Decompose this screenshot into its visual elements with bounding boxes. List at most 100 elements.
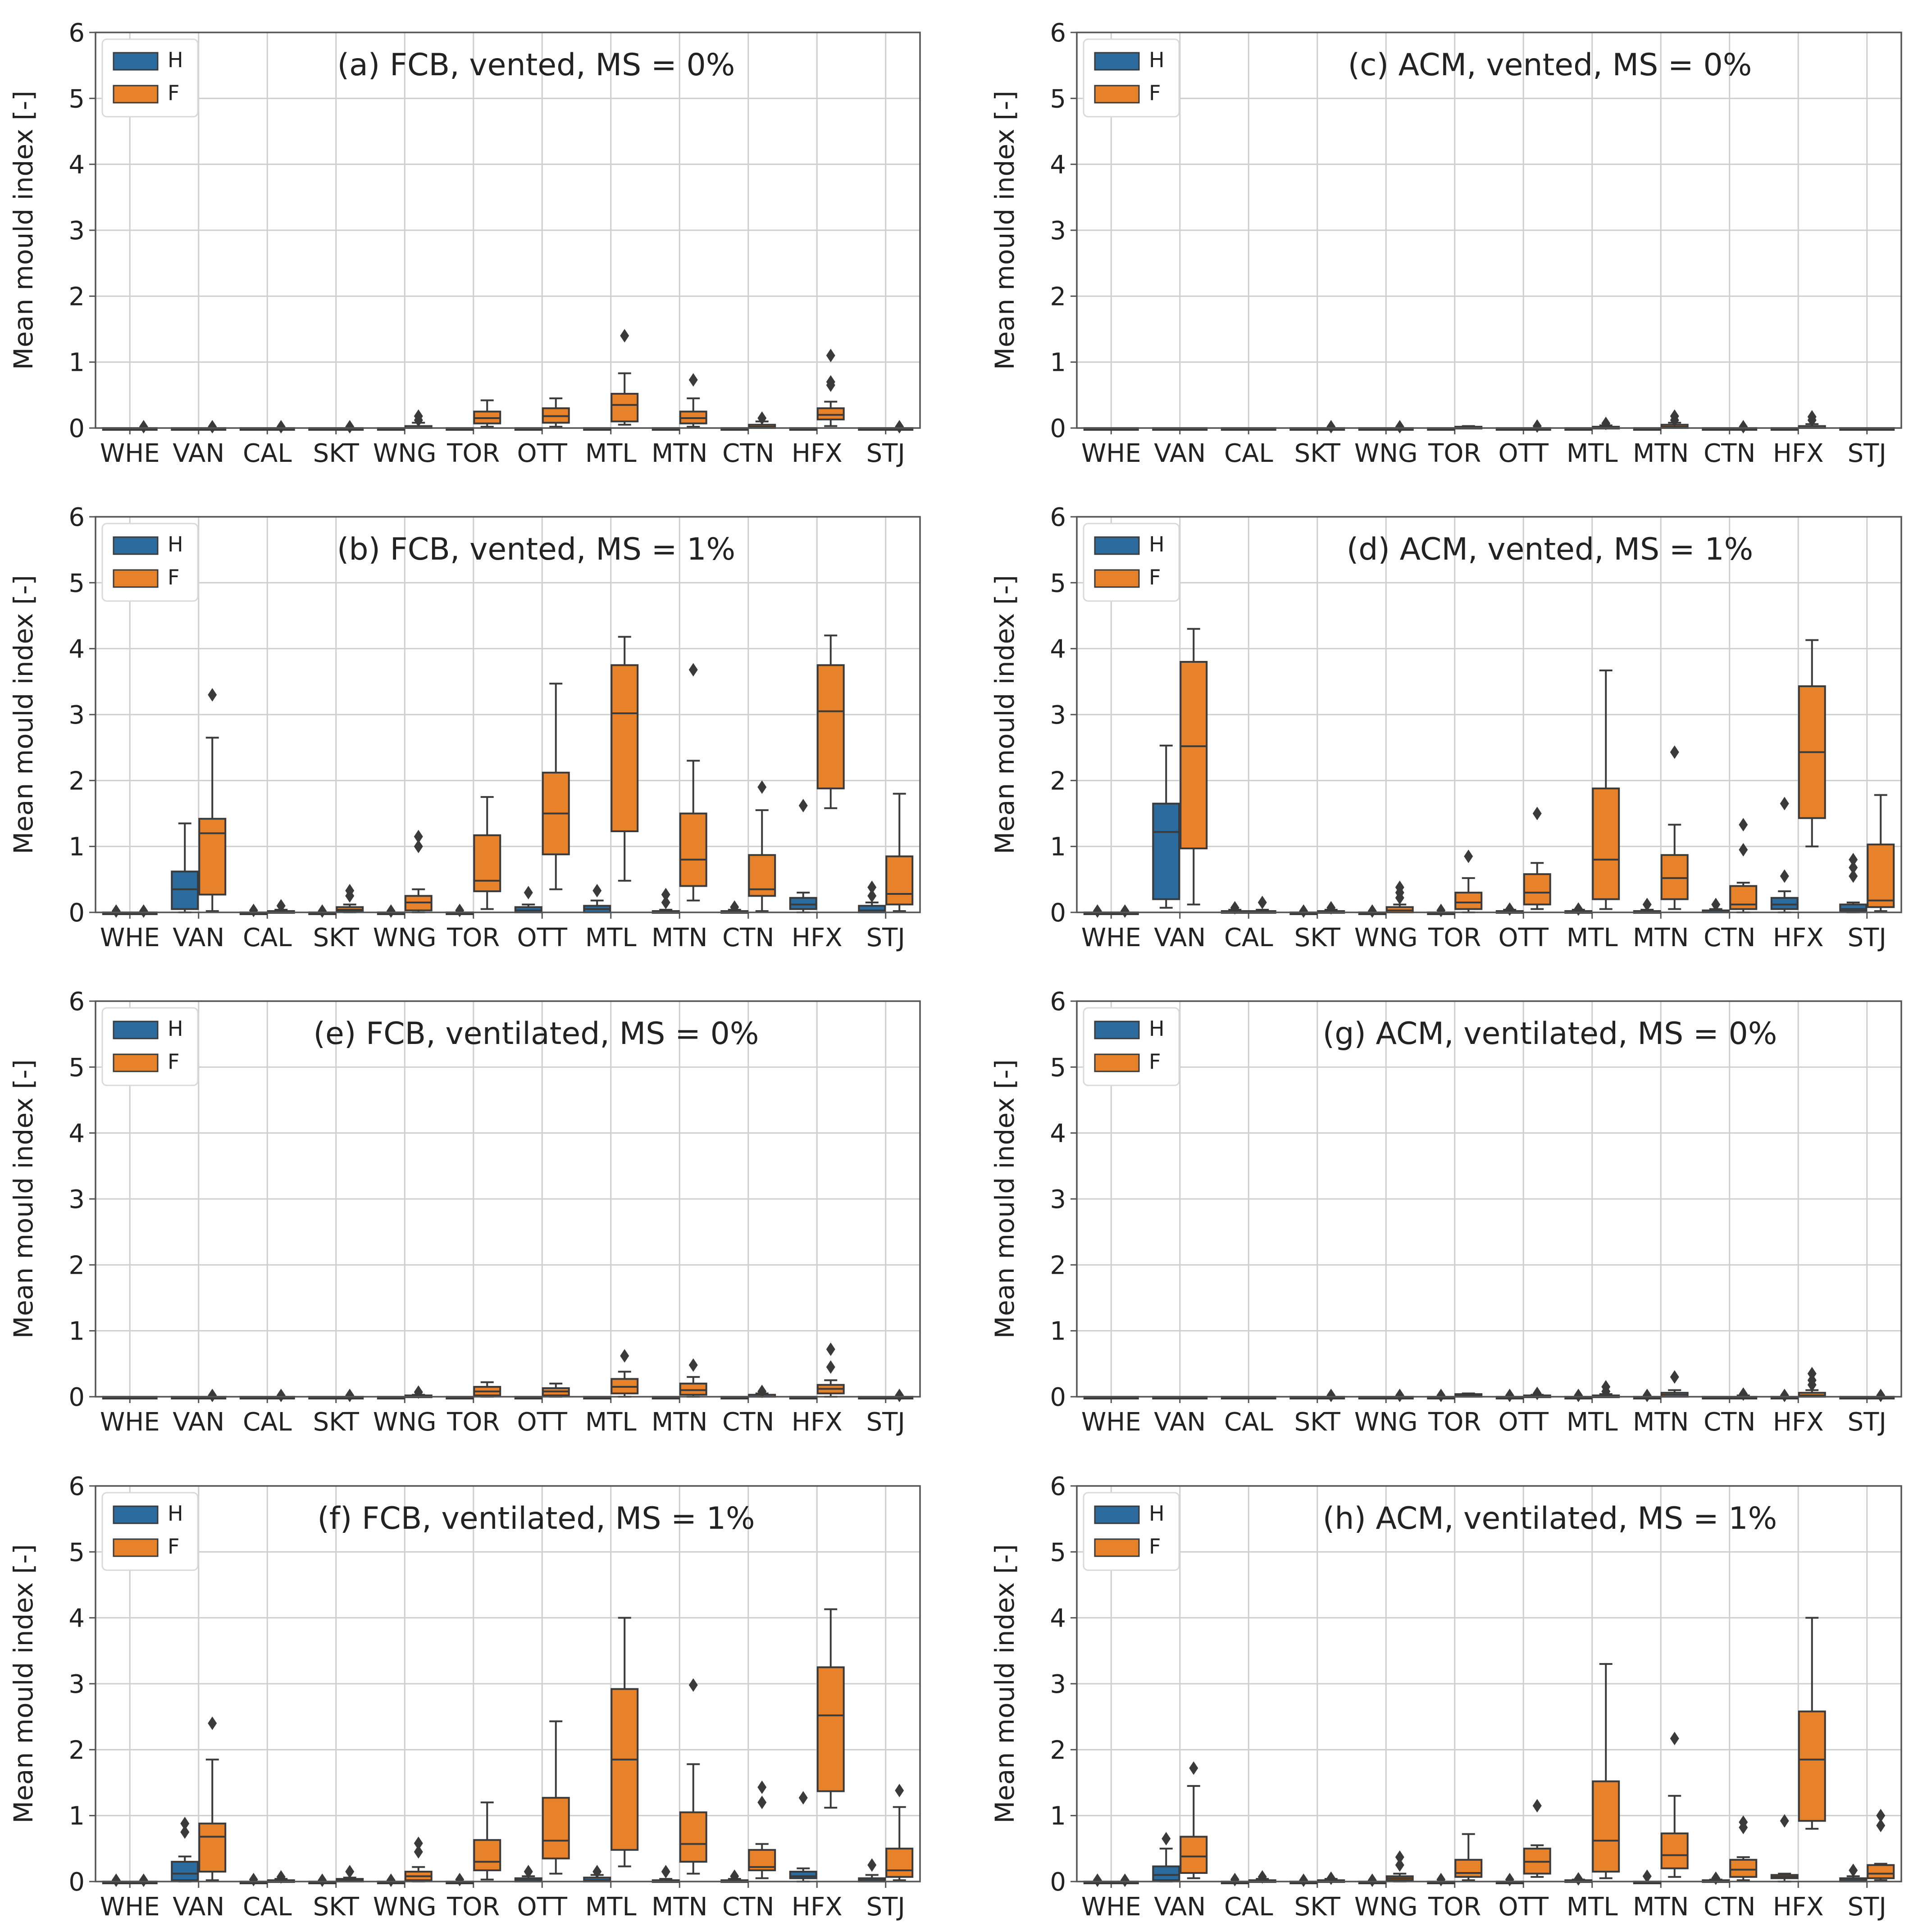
outlier-point (661, 896, 670, 910)
x-tick-label-van: VAN (1154, 439, 1206, 468)
x-tick-label-skt: SKT (313, 439, 360, 468)
x-tick-label-ott: OTT (1498, 923, 1549, 952)
x-tick-label-mtl: MTL (585, 923, 637, 952)
x-tick-label-mtn: MTN (1633, 1892, 1689, 1922)
legend-label-f: F (1149, 565, 1161, 589)
x-tick-label-wng: WNG (1354, 1892, 1418, 1922)
y-tick-label: 4 (68, 150, 85, 180)
outlier-point (1876, 1389, 1886, 1403)
x-tick-label-hfx: HFX (1773, 923, 1824, 952)
x-tick-label-stj: STJ (1848, 1408, 1886, 1437)
y-tick-label: 1 (1050, 1317, 1066, 1346)
panel-b: 0 1 2 3 4 5 6 Mean mould index [-] WHE VAN CAL SKT W… (8, 503, 921, 952)
outlier-point (276, 1389, 286, 1403)
x-tick-label-tor: TOR (1428, 439, 1481, 468)
x-tick-label-wng: WNG (373, 439, 437, 468)
x-tick-label-stj: STJ (1848, 439, 1886, 468)
outlier-point (730, 1869, 739, 1883)
iqr-box (885, 1847, 914, 1878)
outlier-point (414, 413, 423, 427)
y-tick-label: 3 (1050, 1185, 1066, 1214)
outlier-point (276, 1870, 286, 1884)
x-tick-label-mtl: MTL (1567, 1892, 1618, 1922)
iqr-box (1180, 1836, 1208, 1874)
y-tick-label: 6 (1050, 18, 1066, 48)
box-f-ott (542, 683, 570, 890)
iqr-box (1592, 787, 1620, 900)
box-f-mtn (679, 373, 707, 428)
y-tick-label: 0 (1050, 414, 1066, 443)
x-tick-label-mtl: MTL (585, 439, 637, 468)
panel-a: 0 1 2 3 4 5 6 Mean mould index [-] WHE VAN CAL SKT W… (8, 18, 921, 468)
iqr-box (816, 1666, 845, 1792)
outlier-point (139, 1873, 148, 1887)
outlier-point (1299, 1873, 1308, 1887)
iqr-box (1770, 897, 1799, 910)
x-tick-label-mtl: MTL (585, 1892, 637, 1922)
y-tick-label: 5 (68, 569, 85, 598)
legend-label-f: F (168, 565, 179, 589)
x-tick-label-tor: TOR (446, 923, 500, 952)
axes-frame (1076, 32, 1902, 429)
box-f-stj (885, 793, 914, 912)
y-tick-label: 3 (68, 701, 85, 730)
outlier-point (688, 1358, 698, 1372)
outlier-point (524, 886, 533, 900)
legend-box (101, 38, 199, 118)
iqr-box (610, 1688, 639, 1851)
x-tick-label-van: VAN (1154, 1408, 1206, 1437)
outlier-point (867, 1858, 877, 1872)
legend-label-f: F (1149, 1049, 1161, 1074)
x-tick-label-wng: WNG (373, 1408, 437, 1437)
legend-label-f: F (168, 1049, 179, 1074)
legend-label-f: F (168, 81, 179, 105)
box-f-ott (542, 397, 570, 428)
legend-swatch-f (1094, 85, 1140, 104)
iqr-box (858, 905, 886, 914)
x-tick-label-mtn: MTN (651, 923, 707, 952)
x-tick-label-ctn: CTN (722, 439, 774, 468)
legend-box (1083, 1492, 1180, 1571)
legend-swatch-f (1094, 569, 1140, 588)
x-tick-label-ott: OTT (517, 439, 567, 468)
y-tick-label: 5 (1050, 1538, 1066, 1567)
iqr-box (473, 834, 501, 893)
x-tick-label-ott: OTT (1498, 439, 1549, 468)
outlier-point (1120, 904, 1130, 918)
legend: HF (1083, 1492, 1180, 1571)
y-tick-label: 0 (68, 1868, 85, 1897)
iqr-box (1798, 1710, 1826, 1822)
y-tick-label: 6 (1050, 503, 1066, 532)
x-tick-label-skt: SKT (1294, 439, 1341, 468)
outlier-point (1120, 1873, 1130, 1887)
legend-label-h: H (168, 48, 183, 72)
outlier-point (867, 889, 877, 903)
y-tick-label: 0 (1050, 898, 1066, 928)
outlier-point (1532, 807, 1542, 820)
x-tick-label-whe: WHE (100, 1408, 160, 1437)
outlier-point (318, 904, 327, 918)
box-f-ctn (748, 1780, 776, 1879)
box-h-stj (858, 880, 886, 914)
iqr-box (885, 855, 914, 906)
x-tick-label-skt: SKT (1294, 923, 1341, 952)
legend-swatch-h (1094, 1021, 1140, 1039)
outlier-point (386, 1873, 396, 1887)
outlier-point (1849, 861, 1858, 875)
x-tick-label-ctn: CTN (1704, 1892, 1755, 1922)
outlier-point (345, 420, 355, 434)
iqr-box (1867, 843, 1895, 908)
x-tick-label-ctn: CTN (1704, 1408, 1755, 1437)
box-h-hfx (1770, 1814, 1799, 1882)
x-tick-label-mtl: MTL (1567, 923, 1618, 952)
y-tick-label: 4 (1050, 1604, 1066, 1633)
y-tick-label: 0 (1050, 1868, 1066, 1897)
outlier-point (1670, 1370, 1679, 1384)
legend-swatch-f (1094, 1053, 1140, 1072)
y-tick-label: 2 (1050, 1736, 1066, 1765)
x-tick-label-cal: CAL (1224, 439, 1273, 468)
box-f-ott (542, 1720, 570, 1875)
iqr-box (1152, 802, 1180, 900)
y-tick-label: 1 (68, 1317, 85, 1346)
iqr-box (542, 1797, 570, 1859)
